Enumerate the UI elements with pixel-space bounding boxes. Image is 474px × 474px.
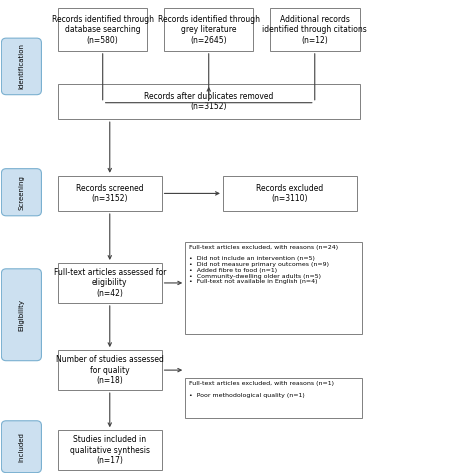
FancyBboxPatch shape	[223, 176, 357, 211]
FancyBboxPatch shape	[1, 421, 41, 473]
FancyBboxPatch shape	[58, 176, 162, 211]
Text: Additional records
identified through citations
(n=12): Additional records identified through ci…	[263, 15, 367, 45]
Text: Screening: Screening	[18, 175, 25, 210]
Text: Full-text articles excluded, with reasons (n=24)

•  Did not include an interven: Full-text articles excluded, with reason…	[189, 245, 338, 284]
Text: Records identified through
database searching
(n=580): Records identified through database sear…	[52, 15, 154, 45]
FancyBboxPatch shape	[58, 430, 162, 470]
FancyBboxPatch shape	[58, 84, 359, 119]
Text: Records screened
(n=3152): Records screened (n=3152)	[76, 184, 144, 203]
Text: Records after duplicates removed
(n=3152): Records after duplicates removed (n=3152…	[144, 92, 273, 111]
Text: Full-text articles assessed for
eligibility
(n=42): Full-text articles assessed for eligibil…	[54, 268, 166, 298]
FancyBboxPatch shape	[1, 169, 41, 216]
FancyBboxPatch shape	[185, 378, 362, 419]
Text: Studies included in
qualitative synthesis
(n=17): Studies included in qualitative synthesi…	[70, 435, 150, 465]
Text: Identification: Identification	[18, 44, 25, 90]
Text: Full-text articles excluded, with reasons (n=1)

•  Poor methodological quality : Full-text articles excluded, with reason…	[189, 381, 334, 398]
FancyBboxPatch shape	[1, 269, 41, 361]
Text: Records identified through
grey literature
(n=2645): Records identified through grey literatu…	[158, 15, 260, 45]
FancyBboxPatch shape	[270, 9, 359, 51]
Text: Eligibility: Eligibility	[18, 299, 25, 331]
FancyBboxPatch shape	[1, 38, 41, 95]
Text: Included: Included	[18, 432, 25, 462]
Text: Number of studies assessed
for quality
(n=18): Number of studies assessed for quality (…	[56, 355, 164, 385]
FancyBboxPatch shape	[185, 242, 362, 334]
FancyBboxPatch shape	[164, 9, 254, 51]
FancyBboxPatch shape	[58, 350, 162, 390]
FancyBboxPatch shape	[58, 263, 162, 303]
Text: Records excluded
(n=3110): Records excluded (n=3110)	[256, 184, 324, 203]
FancyBboxPatch shape	[58, 9, 147, 51]
